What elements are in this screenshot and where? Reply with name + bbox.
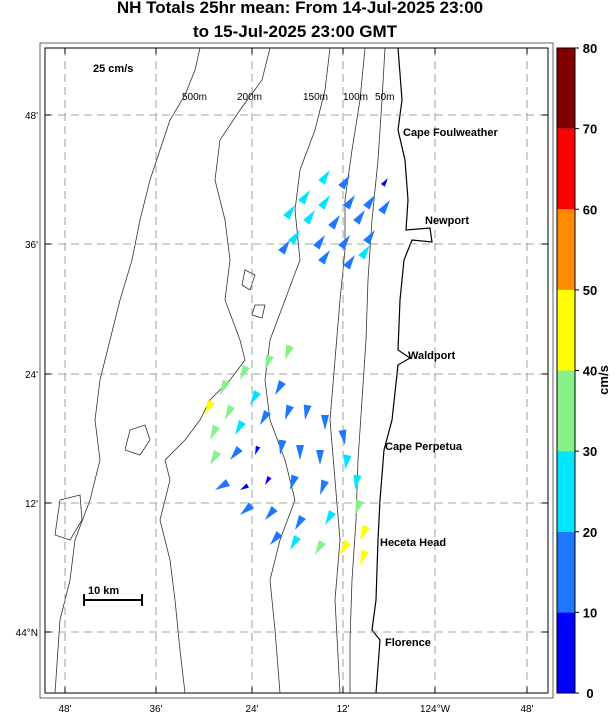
lat-tick-label: 48' [25,111,38,122]
distance-label: 10 km [88,585,119,597]
depth-label: 200m [237,92,262,103]
colorbar-segment [557,612,575,693]
colorbar-segment [557,451,575,532]
place-label: Newport [425,215,469,227]
bathymetry [54,47,386,694]
lon-tick-label: 124°W [420,704,451,715]
coastline [371,47,433,694]
colorbar: 0 10 20 30 40 50 60 70 80 cm/s [556,41,611,701]
place-label: Cape Perpetua [385,441,463,453]
colorbar-segment [557,289,575,371]
colorbar-tick-label: 70 [583,122,597,137]
colorbar-segment [557,128,575,210]
colorbar-tick-label: 40 [583,364,597,379]
lon-tick-label: 48' [58,704,71,715]
lon-tick-label: 12' [336,704,349,715]
map-frame [39,42,554,699]
scale-label: 25 cm/s [93,63,133,75]
lat-tick-label: 12' [25,499,38,510]
colorbar-tick-label: 0 [586,686,593,701]
lat-tick-label: 24' [25,370,38,381]
depth-label: 500m [182,92,207,103]
place-label: Heceta Head [380,537,446,549]
title: NH Totals 25hr mean: From 14-Jul-2025 23… [117,0,483,17]
lat-tick-label: 44°N [16,628,38,639]
grid [45,48,548,693]
colorbar-tick-label: 10 [583,605,597,620]
colorbar-tick-label: 30 [583,444,597,459]
place-label: Waldport [408,350,456,362]
colorbar-segment [557,370,575,452]
colorbar-segment [557,209,575,290]
lat-tick-label: 36' [25,240,38,251]
colorbar-tick-label: 80 [583,41,597,56]
depth-label: 150m [303,92,328,103]
depth-label: 100m [343,92,368,103]
lon-tick-label: 36' [149,704,162,715]
depth-label: 50m [375,92,394,103]
lon-tick-label: 48' [520,704,533,715]
colorbar-segment [557,531,575,613]
colorbar-segment [557,48,575,129]
lon-tick-label: 24' [245,704,258,715]
colorbar-unit: cm/s [596,365,611,395]
place-label: Cape Foulweather [403,127,498,139]
colorbar-tick-label: 20 [583,525,597,540]
colorbar-tick-label: 60 [583,202,597,217]
place-label: Florence [385,637,431,649]
colorbar-tick-label: 50 [583,283,597,298]
title: to 15-Jul-2025 23:00 GMT [193,22,398,41]
